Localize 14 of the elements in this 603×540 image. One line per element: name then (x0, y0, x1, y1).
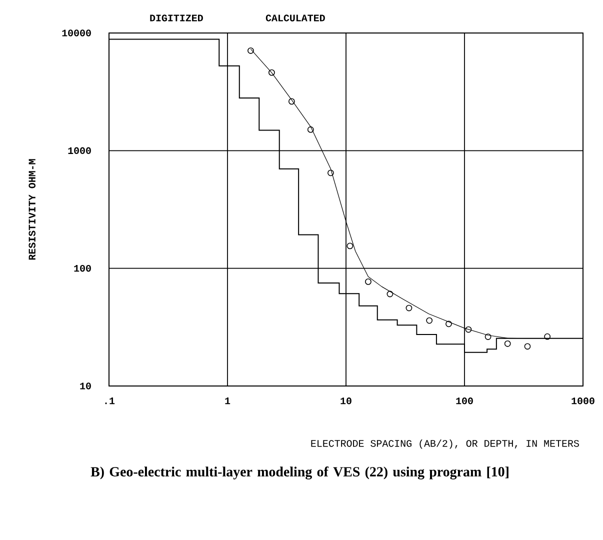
x-tick-label: 1000 (572, 398, 594, 404)
x-tick-label: .1 (105, 398, 115, 404)
x-tick-label: 1 (225, 398, 230, 404)
y-tick-label: 10000 (62, 30, 91, 36)
text: DIGITIZED (150, 14, 203, 22)
text: CALCULATED (266, 14, 325, 22)
y-tick-label: 1000 (68, 147, 91, 154)
y-tick-label: 100 (74, 264, 91, 272)
x-tick-label: 10 (340, 398, 352, 404)
y-axis-title: RESISTIVITY OHM-M (28, 159, 36, 260)
x-axis-title: ELECTRODE SPACING (AB/2), OR DEPTH, IN METERS (311, 440, 579, 449)
x-tick-label: 100 (456, 398, 473, 404)
y-tick-label: 10 (80, 382, 91, 390)
text: B) Geo-electric multi-layer modeling of VES (22) using program [10] (90, 466, 508, 480)
